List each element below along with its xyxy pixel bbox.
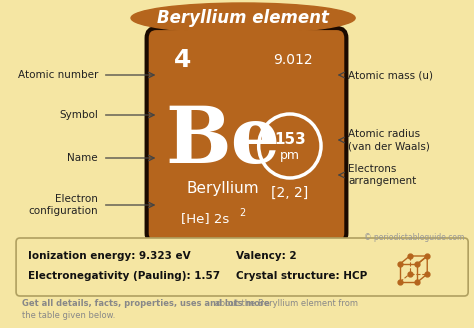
FancyBboxPatch shape [146, 28, 346, 243]
Text: Get all details, facts, properties, uses and lots more: Get all details, facts, properties, uses… [22, 299, 270, 309]
Text: Atomic radius
(van der Waals): Atomic radius (van der Waals) [348, 129, 430, 151]
Text: Be: Be [165, 103, 280, 179]
Text: the table given below.: the table given below. [22, 312, 115, 320]
Text: 9.012: 9.012 [273, 53, 312, 67]
Text: Name: Name [67, 153, 98, 163]
Text: Valency: 2: Valency: 2 [236, 251, 297, 261]
Text: Ionization energy: 9.323 eV: Ionization energy: 9.323 eV [28, 251, 191, 261]
Text: Electronegativity (Pauling): 1.57: Electronegativity (Pauling): 1.57 [28, 271, 220, 281]
Text: Electrons
arrangement: Electrons arrangement [348, 164, 417, 186]
Text: pm: pm [280, 149, 300, 161]
Text: Beryllium: Beryllium [186, 180, 259, 195]
Ellipse shape [131, 3, 355, 33]
FancyBboxPatch shape [16, 238, 468, 296]
Text: about the Beryllium element from: about the Beryllium element from [212, 299, 358, 309]
Text: 2: 2 [239, 208, 246, 218]
Text: Electron
configuration: Electron configuration [28, 194, 98, 216]
Text: © periodictableguide.com: © periodictableguide.com [364, 234, 464, 242]
Text: Beryllium element: Beryllium element [157, 9, 329, 27]
Text: 4: 4 [174, 48, 191, 72]
Text: 153: 153 [274, 133, 306, 148]
Text: [He] 2s: [He] 2s [181, 213, 229, 226]
Text: Crystal structure: HCP: Crystal structure: HCP [236, 271, 367, 281]
Text: [2, 2]: [2, 2] [271, 186, 309, 200]
Text: Atomic mass (u): Atomic mass (u) [348, 70, 433, 80]
Text: Symbol: Symbol [59, 110, 98, 120]
Text: Atomic number: Atomic number [18, 70, 98, 80]
